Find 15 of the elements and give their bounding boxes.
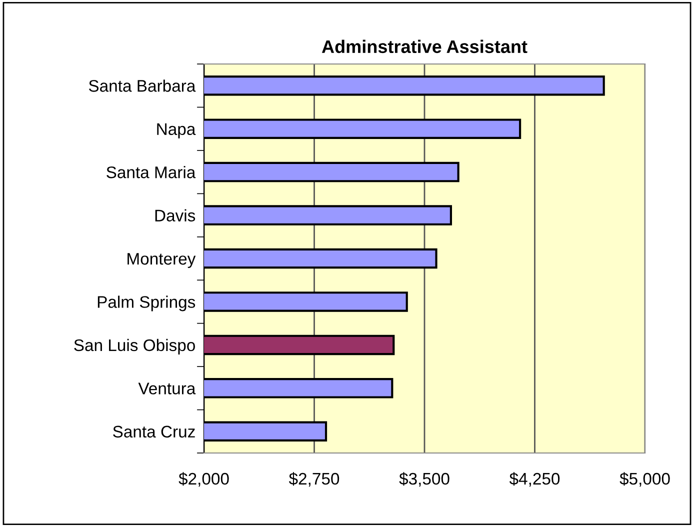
x-tick-label: $4,250 — [509, 472, 560, 487]
y-tick-label: Napa — [157, 123, 196, 138]
chart-title: Adminstrative Assistant — [322, 40, 528, 54]
x-tick-label: $3,500 — [399, 472, 450, 487]
y-tick-label: Santa Barbara — [88, 80, 196, 92]
x-tick-label: $2,000 — [178, 472, 229, 487]
x-tick-label: $2,750 — [288, 472, 340, 487]
y-tick-label: Palm Springs — [98, 296, 196, 312]
y-tick-label: Santa Maria — [106, 166, 196, 178]
x-tick-label: $5,000 — [620, 472, 670, 487]
y-tick-label: Monterey — [128, 253, 196, 268]
y-tick-label: Ventura — [138, 382, 196, 394]
y-tick-label: San Luis Obispo — [74, 338, 195, 354]
y-tick-label: Davis — [155, 209, 196, 222]
y-tick-label: Santa Cruz — [113, 426, 195, 438]
